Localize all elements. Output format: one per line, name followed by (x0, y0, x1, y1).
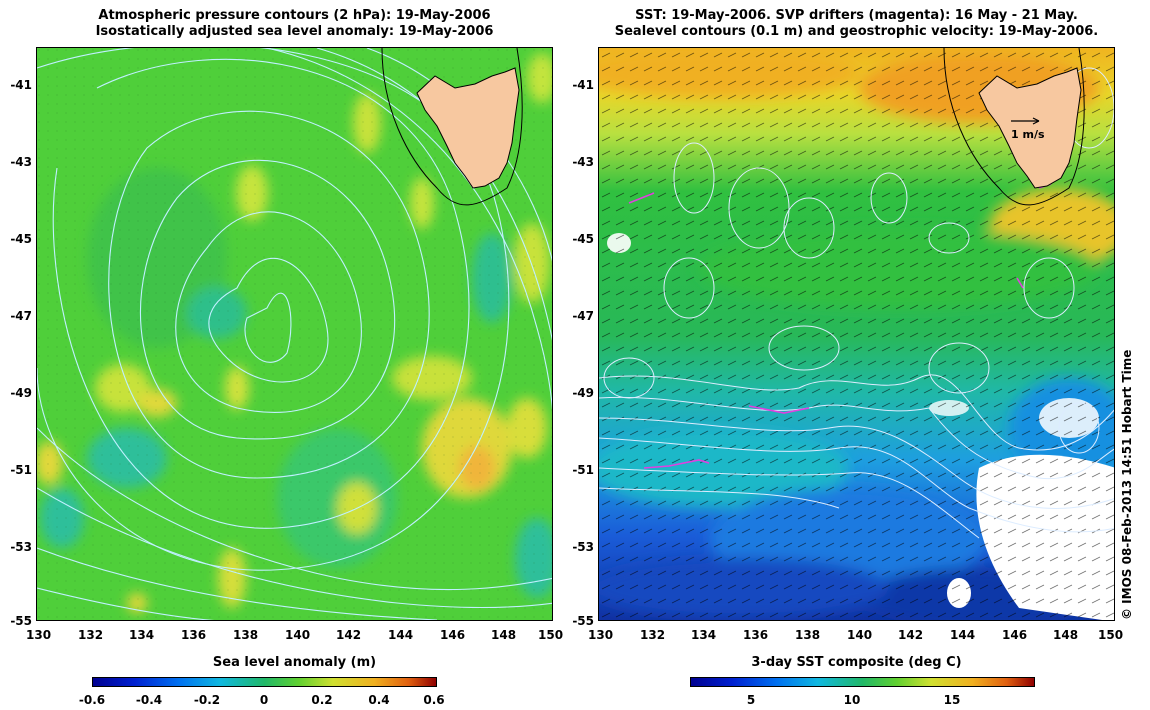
x-tick-label: 134 (129, 628, 155, 642)
tasmania-land (416, 67, 520, 189)
x-tick-label: 144 (950, 628, 976, 642)
x-tick-label: 138 (795, 628, 821, 642)
velocity-scale: 1 m/s (1011, 117, 1045, 141)
pressure-contours (37, 48, 552, 620)
sla-colorbar-title: Sea level anomaly (m) (212, 655, 377, 670)
velocity-scale-label: 1 m/s (1011, 128, 1045, 141)
x-tick-label: 142 (898, 628, 924, 642)
copyright-notice: © IMOS 08-Feb-2013 14:51 Hobart Time (1120, 349, 1134, 620)
right-title-line2: Sealevel contours (0.1 m) and geostrophi… (614, 24, 1099, 39)
colorbar-tick-label: 5 (746, 693, 756, 707)
y-tick-label: -51 (10, 463, 32, 477)
x-tick-label: 146 (1002, 628, 1028, 642)
x-tick-label: 130 (588, 628, 614, 642)
svp-drifter-tracks (628, 183, 1052, 469)
colorbar-tick-label: -0.2 (193, 693, 221, 707)
colorbar-tick-label: -0.4 (135, 693, 163, 707)
y-tick-label: -43 (10, 155, 32, 169)
colorbar-tick-label: 0 (259, 693, 269, 707)
left-title-line1: Atmospheric pressure contours (2 hPa): 1… (98, 8, 491, 23)
x-tick-label: 132 (640, 628, 666, 642)
y-tick-label: -55 (10, 614, 32, 628)
x-tick-label: 148 (1053, 628, 1079, 642)
left-title: Atmospheric pressure contours (2 hPa): 1… (36, 8, 553, 40)
x-tick-label: 136 (181, 628, 207, 642)
left-title-line2: Isostatically adjusted sea level anomaly… (95, 24, 494, 39)
colorbar-tick-label: -0.6 (78, 693, 106, 707)
x-tick-label: 150 (538, 628, 564, 642)
y-tick-label: -45 (572, 232, 594, 246)
sla-colorbar (92, 677, 437, 687)
colorbar-tick-label: 0.2 (311, 693, 333, 707)
y-tick-label: -43 (572, 155, 594, 169)
right-title: SST: 19-May-2006. SVP drifters (magenta)… (598, 8, 1115, 40)
x-tick-label: 130 (26, 628, 52, 642)
y-tick-label: -41 (572, 78, 594, 92)
y-tick-label: -49 (572, 386, 594, 400)
sst-map: 1 m/s (599, 48, 1114, 620)
right-title-line1: SST: 19-May-2006. SVP drifters (magenta)… (635, 8, 1078, 23)
x-tick-label: 148 (491, 628, 517, 642)
x-tick-label: 138 (233, 628, 259, 642)
isobath-line (943, 48, 1085, 206)
x-tick-label: 146 (440, 628, 466, 642)
y-tick-label: -47 (10, 309, 32, 323)
colorbar-tick-label: 0.6 (423, 693, 445, 707)
x-tick-label: 140 (847, 628, 873, 642)
x-tick-label: 140 (285, 628, 311, 642)
y-tick-label: -45 (10, 232, 32, 246)
sla-map-panel (36, 47, 553, 621)
y-tick-label: -51 (572, 463, 594, 477)
y-tick-label: -47 (572, 309, 594, 323)
tasmania-land (978, 67, 1082, 189)
x-tick-label: 134 (691, 628, 717, 642)
y-tick-label: -55 (572, 614, 594, 628)
sst-map-panel: 1 m/s (598, 47, 1115, 621)
colorbar-tick-label: 15 (943, 693, 961, 707)
sla-map (37, 48, 552, 620)
y-tick-label: -49 (10, 386, 32, 400)
x-tick-label: 142 (336, 628, 362, 642)
x-tick-label: 144 (388, 628, 414, 642)
y-tick-label: -41 (10, 78, 32, 92)
sealevel-contours (599, 67, 1114, 539)
sst-colorbar (690, 677, 1035, 687)
sst-colorbar-title: 3-day SST composite (deg C) (751, 655, 962, 670)
x-tick-label: 132 (78, 628, 104, 642)
x-tick-label: 150 (1098, 628, 1124, 642)
colorbar-tick-label: 0.4 (368, 693, 390, 707)
y-tick-label: -53 (10, 540, 32, 554)
colorbar-tick-label: 10 (843, 693, 861, 707)
y-tick-label: -53 (572, 540, 594, 554)
isobath-line (381, 48, 523, 206)
x-tick-label: 136 (743, 628, 769, 642)
